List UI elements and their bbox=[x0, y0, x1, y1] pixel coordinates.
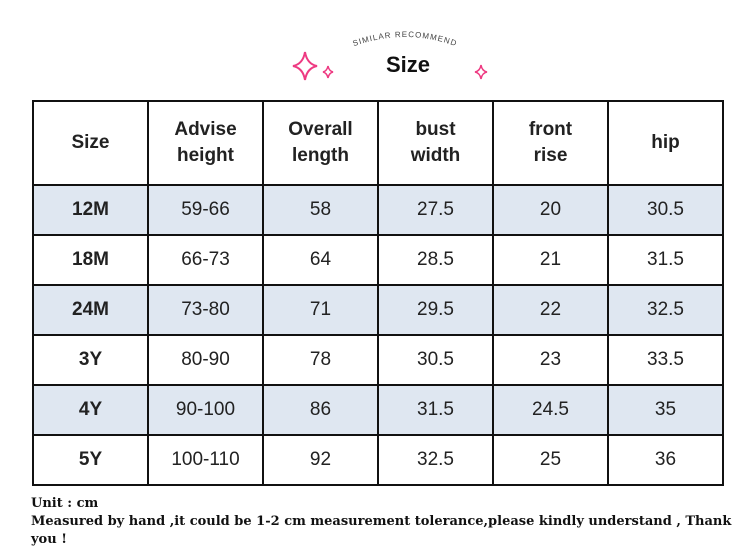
sparkle bbox=[292, 51, 318, 81]
table-row: 5Y 100-110 92 32.5 25 36 bbox=[32, 434, 724, 486]
sparkle bbox=[474, 64, 488, 80]
table-cell: 30.5 bbox=[607, 184, 724, 236]
table-row: 4Y 90-100 86 31.5 24.5 35 bbox=[32, 384, 724, 436]
table-row: 24M 73-80 71 29.5 22 32.5 bbox=[32, 284, 724, 336]
header-row: Size Advise height Overall length bust widt… bbox=[32, 100, 724, 186]
table-cell: 33.5 bbox=[607, 334, 724, 386]
table-cell: 28.5 bbox=[377, 234, 494, 286]
row-label: 12M bbox=[32, 184, 149, 236]
table-cell: 29.5 bbox=[377, 284, 494, 336]
column-header-text: bust width bbox=[410, 119, 461, 166]
size-table: Size Advise height Overall length bust widt… bbox=[32, 100, 724, 486]
table-cell: 23 bbox=[492, 334, 609, 386]
row-label: 24M bbox=[32, 284, 149, 336]
table-cell: 30.5 bbox=[377, 334, 494, 386]
column-header-text: hip bbox=[651, 132, 680, 153]
row-label: 5Y bbox=[32, 434, 149, 486]
table-cell: 20 bbox=[492, 184, 609, 236]
table-cell: 100-110 bbox=[147, 434, 264, 486]
table-row: 3Y 80-90 78 30.5 23 33.5 bbox=[32, 334, 724, 386]
table-cell: 22 bbox=[492, 284, 609, 336]
table-cell: 80-90 bbox=[147, 334, 264, 386]
note-line: Unit : cm bbox=[31, 496, 99, 511]
column-header: Overall length bbox=[262, 100, 379, 186]
table-cell: 73-80 bbox=[147, 284, 264, 336]
column-header-text: Overall length bbox=[288, 119, 353, 166]
row-label: 4Y bbox=[32, 384, 149, 436]
table-cell: 59-66 bbox=[147, 184, 264, 236]
table-cell: 25 bbox=[492, 434, 609, 486]
notes: Unit : cm Measured by hand ,it could be 1… bbox=[31, 495, 747, 549]
column-header: Size bbox=[32, 100, 149, 186]
column-header-text: Advise height bbox=[174, 119, 237, 166]
table-cell: 32.5 bbox=[377, 434, 494, 486]
table-cell: 66-73 bbox=[147, 234, 264, 286]
subtitle: SIMILAR RECOMMEND bbox=[351, 30, 458, 48]
row-label: 18M bbox=[32, 234, 149, 286]
table-cell: 32.5 bbox=[607, 284, 724, 336]
table-cell: 31.5 bbox=[377, 384, 494, 436]
table-cell: 21 bbox=[492, 234, 609, 286]
column-header: bust width bbox=[377, 100, 494, 186]
table-cell: 90-100 bbox=[147, 384, 264, 436]
table-cell: 36 bbox=[607, 434, 724, 486]
table-row: 12M 59-66 58 27.5 20 30.5 bbox=[32, 184, 724, 236]
column-header: front rise bbox=[492, 100, 609, 186]
table-cell: 64 bbox=[262, 234, 379, 286]
sparkle bbox=[322, 65, 334, 79]
title: Size bbox=[386, 52, 430, 77]
table-cell: 35 bbox=[607, 384, 724, 436]
table-cell: 31.5 bbox=[607, 234, 724, 286]
note-line: Measured by hand ,it could be 1-2 cm mea… bbox=[31, 514, 732, 547]
table-cell: 92 bbox=[262, 434, 379, 486]
table-cell: 78 bbox=[262, 334, 379, 386]
header: SIMILAR RECOMMEND Size bbox=[292, 30, 488, 81]
table-cell: 58 bbox=[262, 184, 379, 236]
subtitle-path: SIMILAR RECOMMEND bbox=[351, 30, 457, 48]
column-header: Advise height bbox=[147, 100, 264, 186]
row-label: 3Y bbox=[32, 334, 149, 386]
column-header-text: front rise bbox=[528, 119, 573, 166]
table-cell: 71 bbox=[262, 284, 379, 336]
table-cell: 86 bbox=[262, 384, 379, 436]
column-header: hip bbox=[607, 100, 724, 186]
table-cell: 27.5 bbox=[377, 184, 494, 236]
column-header-text: Size bbox=[71, 132, 110, 153]
table-cell: 24.5 bbox=[492, 384, 609, 436]
table-row: 18M 66-73 64 28.5 21 31.5 bbox=[32, 234, 724, 286]
